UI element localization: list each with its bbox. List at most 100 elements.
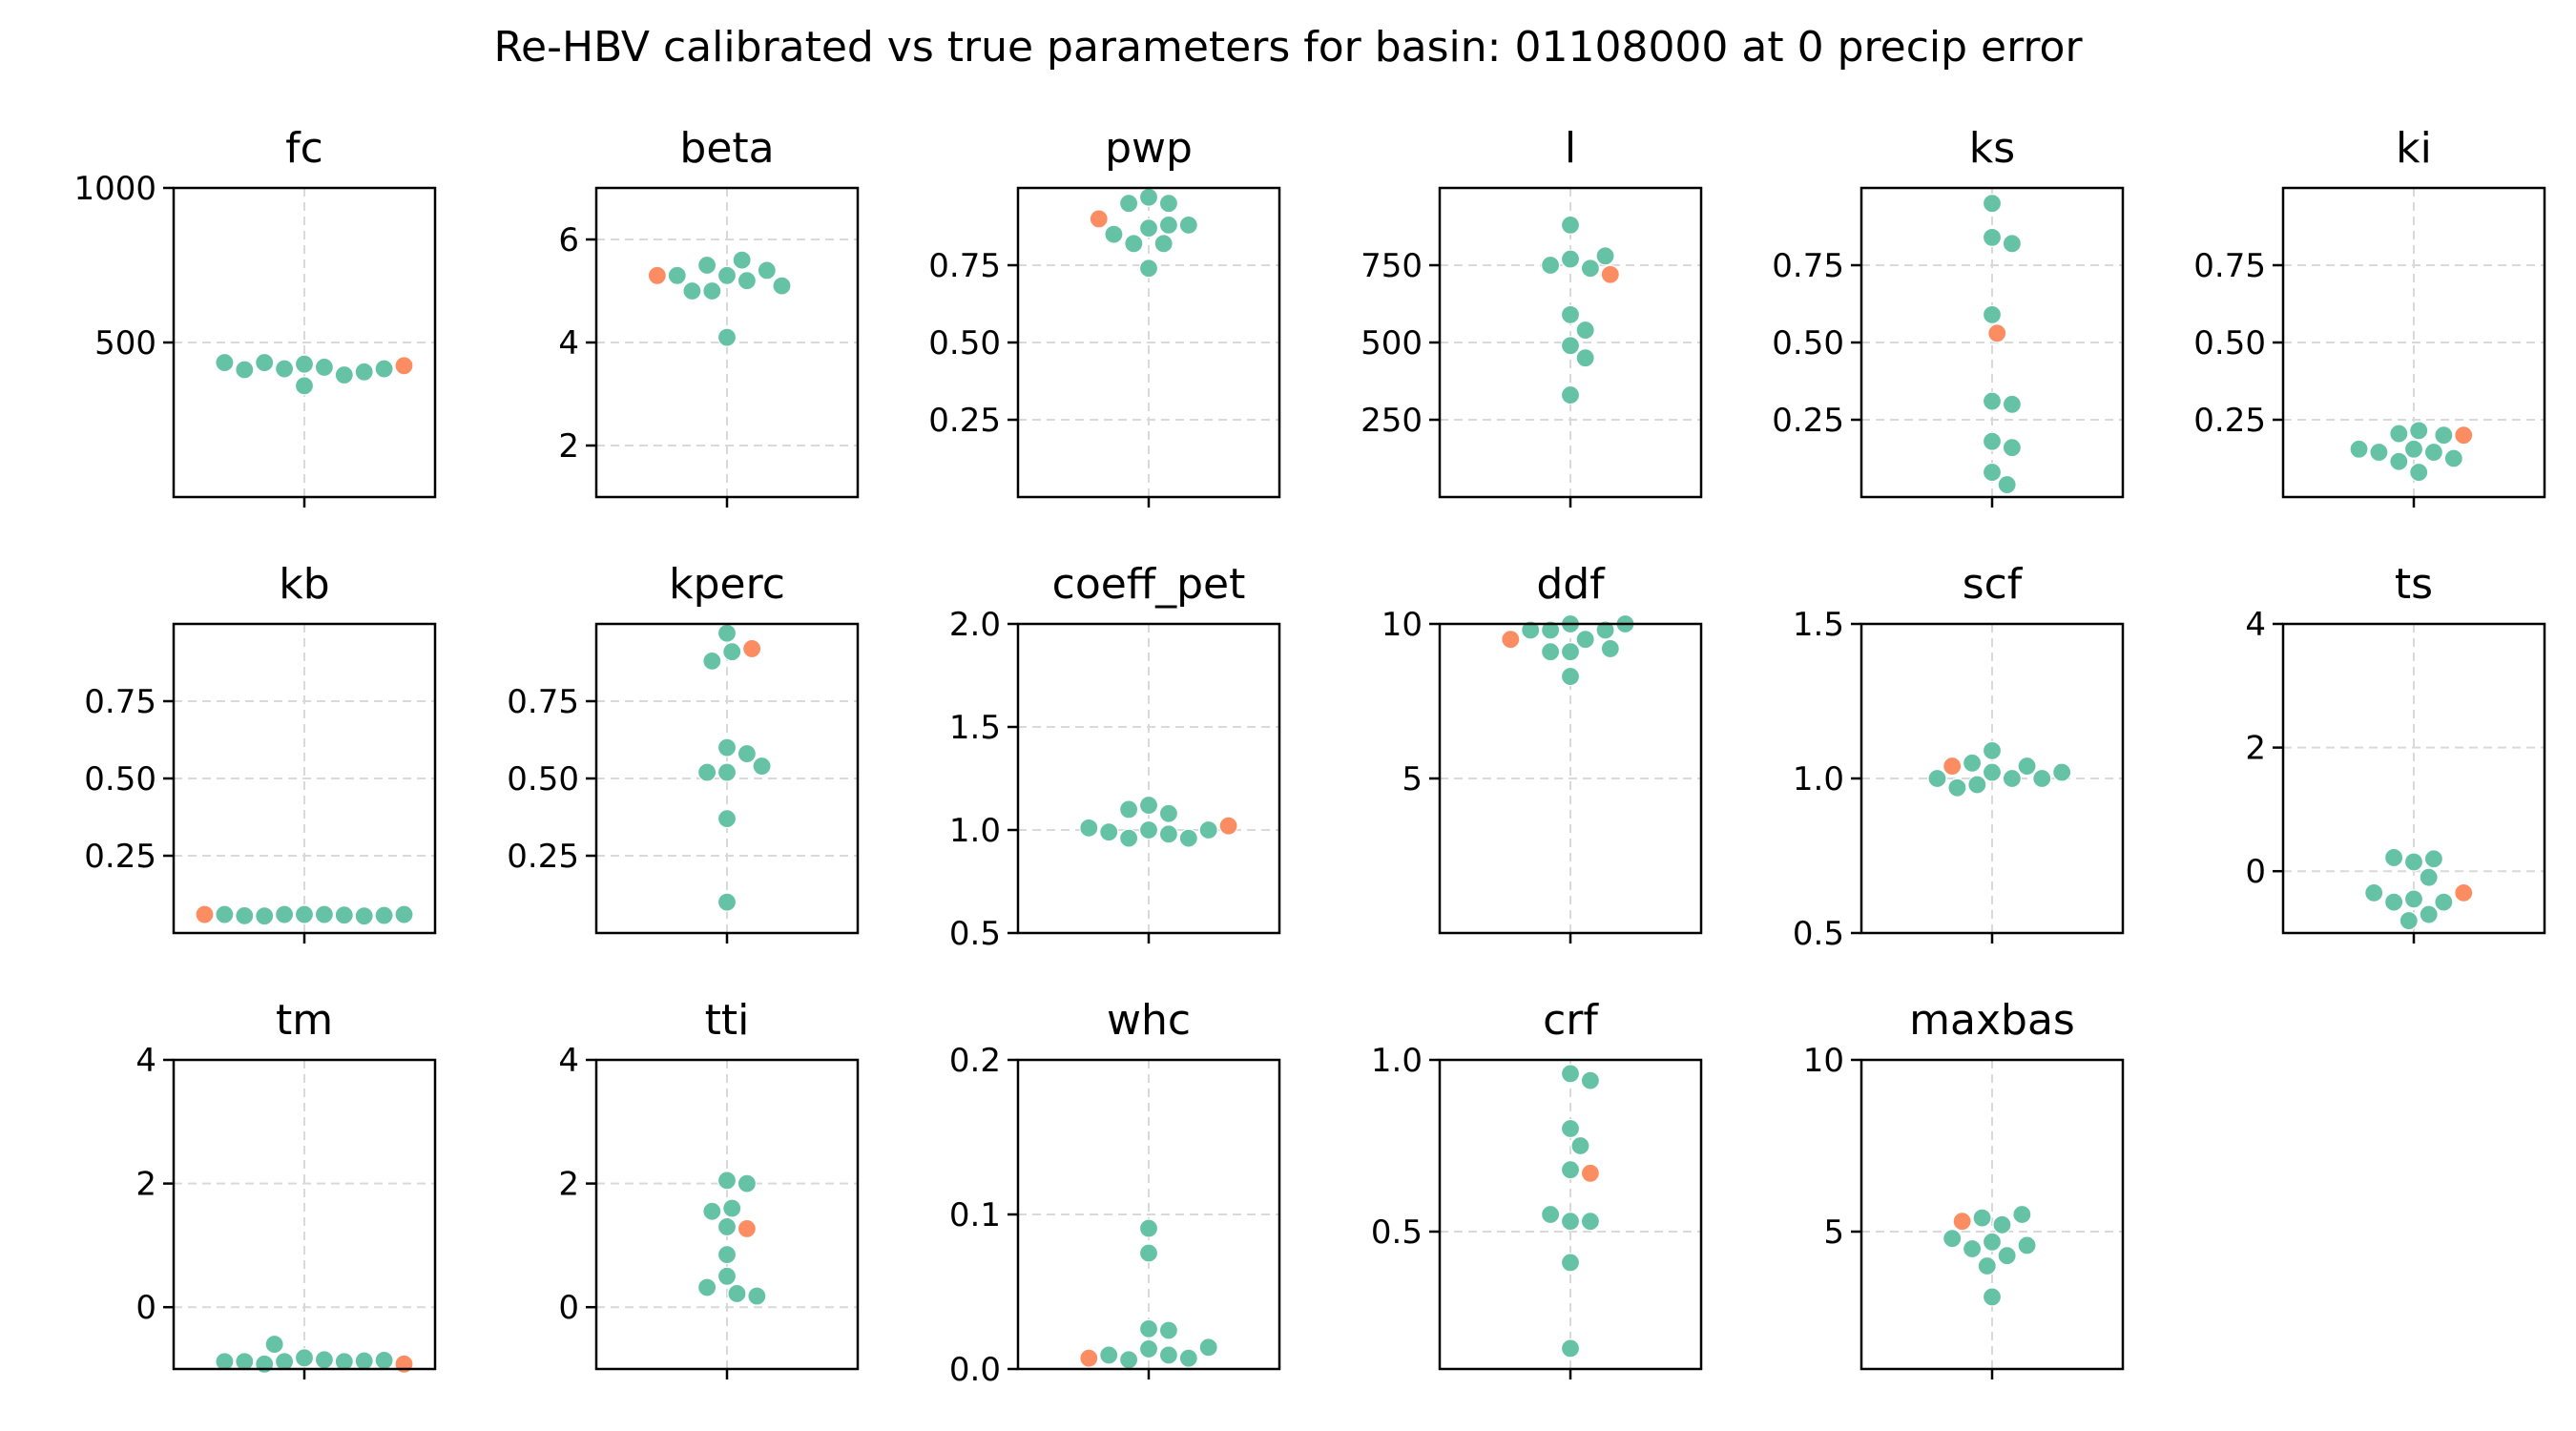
subplot-tti: tti 0 2 4: [558, 996, 860, 1379]
calibrated-parameter-point: [1158, 1320, 1179, 1340]
true-parameter-point: [1952, 1212, 1972, 1232]
calibrated-parameter-point: [2369, 442, 2389, 463]
calibrated-parameter-point: [1967, 775, 1987, 795]
calibrated-parameter-point: [1158, 803, 1179, 823]
calibrated-parameter-point: [2403, 439, 2424, 459]
y-tick-label: 0.75: [2193, 247, 2266, 285]
subplot-title: kb: [279, 560, 329, 609]
calibrated-parameter-point: [702, 1201, 722, 1221]
calibrated-parameter-point: [1560, 642, 1581, 662]
calibrated-parameter-point: [1942, 1229, 1963, 1249]
y-tick-label: 500: [1361, 324, 1423, 363]
calibrated-parameter-point: [1982, 740, 2003, 760]
y-tick-label: 2: [558, 427, 579, 466]
calibrated-parameter-point: [1540, 255, 1561, 276]
calibrated-parameter-point: [374, 359, 394, 379]
calibrated-parameter-point: [2403, 852, 2424, 872]
calibrated-parameter-point: [717, 1266, 737, 1286]
calibrated-parameter-point: [294, 904, 315, 924]
calibrated-parameter-point: [1118, 194, 1139, 214]
y-tick-label: 0: [558, 1289, 579, 1327]
calibrated-parameter-point: [1104, 224, 1124, 244]
true-parameter-point: [647, 265, 667, 285]
calibrated-parameter-point: [1138, 218, 1159, 238]
true-parameter-point: [1079, 1348, 1099, 1368]
subplot-title: fc: [285, 124, 323, 173]
calibrated-parameter-point: [334, 364, 354, 385]
calibrated-parameter-point: [1560, 1118, 1581, 1139]
calibrated-parameter-point: [235, 360, 255, 380]
subplot-ts: ts 0 2 4: [2245, 560, 2546, 944]
calibrated-parameter-point: [275, 1352, 295, 1372]
calibrated-parameter-point: [1560, 1338, 1581, 1358]
calibrated-parameter-point: [334, 905, 354, 925]
calibrated-parameter-point: [2384, 892, 2404, 912]
calibrated-parameter-point: [1560, 666, 1581, 687]
calibrated-parameter-point: [1982, 462, 2003, 483]
subplot-title: scf: [1963, 560, 2024, 609]
axes-frame: [594, 1058, 860, 1371]
true-parameter-point: [1600, 264, 1620, 284]
y-tick-label: 0.5: [949, 915, 1001, 953]
y-tick-label: 0.0: [949, 1351, 1001, 1389]
y-tick-label: 250: [1361, 402, 1423, 440]
calibrated-parameter-point: [1560, 384, 1581, 405]
calibrated-parameter-point: [1963, 753, 1983, 773]
y-tick-label: 0.75: [928, 247, 1001, 285]
y-tick-label: 2: [558, 1166, 579, 1204]
calibrated-parameter-point: [1118, 1350, 1139, 1370]
calibrated-parameter-point: [702, 280, 722, 301]
true-parameter-point: [2454, 425, 2474, 446]
calibrated-parameter-point: [1138, 795, 1159, 816]
calibrated-parameter-point: [717, 809, 737, 829]
calibrated-parameter-point: [727, 1283, 747, 1304]
calibrated-parameter-point: [2423, 849, 2443, 869]
calibrated-parameter-point: [717, 1171, 737, 1191]
subplot-title: l: [1565, 124, 1576, 173]
true-parameter-point: [737, 1218, 758, 1239]
calibrated-parameter-point: [1178, 1348, 1198, 1368]
calibrated-parameter-point: [737, 743, 758, 764]
calibrated-parameter-point: [255, 906, 275, 926]
calibrated-parameter-point: [215, 1352, 235, 1372]
calibrated-parameter-point: [667, 265, 687, 285]
calibrated-parameter-point: [1198, 1338, 1218, 1358]
calibrated-parameter-point: [2002, 394, 2022, 414]
calibrated-parameter-point: [1560, 304, 1581, 324]
subplot-title: tm: [276, 996, 333, 1045]
calibrated-parameter-point: [2017, 1235, 2037, 1255]
calibrated-parameter-point: [2423, 442, 2443, 463]
subplot-coeff_pet: coeff_pet 0.5 1.0 1.5 2.0: [949, 560, 1281, 953]
calibrated-parameter-point: [1198, 819, 1218, 840]
calibrated-parameter-point: [275, 904, 295, 924]
true-parameter-point: [1089, 209, 1109, 229]
y-tick-label: 10: [1803, 1042, 1844, 1080]
figure-title: Re-HBV calibrated vs true parameters for…: [493, 23, 2083, 72]
calibrated-parameter-point: [354, 362, 374, 382]
y-tick-label: 0: [2245, 853, 2266, 891]
axes-frame: [594, 186, 860, 499]
calibrated-parameter-point: [294, 354, 315, 374]
axes-frame: [172, 1058, 437, 1371]
calibrated-parameter-point: [255, 1354, 275, 1374]
true-parameter-point: [1501, 630, 1521, 650]
calibrated-parameter-point: [1977, 1255, 1997, 1276]
calibrated-parameter-point: [722, 642, 742, 662]
true-parameter-point: [394, 1354, 414, 1374]
axes-frame: [1859, 1058, 2125, 1371]
calibrated-parameter-point: [2002, 438, 2022, 458]
y-tick-label: 1.5: [949, 709, 1001, 747]
calibrated-parameter-point: [1560, 1212, 1581, 1232]
subplot-title: crf: [1543, 996, 1599, 1045]
subplot-title: beta: [679, 124, 774, 173]
calibrated-parameter-point: [1972, 1208, 1992, 1228]
calibrated-parameter-point: [264, 1334, 284, 1355]
y-tick-label: 750: [1361, 247, 1423, 285]
subplot-scf: scf 0.5 1.0 1.5: [1793, 560, 2125, 953]
y-tick-label: 1.0: [1371, 1042, 1423, 1080]
calibrated-parameter-point: [1138, 819, 1159, 840]
subplot-title: coeff_pet: [1052, 560, 1246, 609]
calibrated-parameter-point: [1138, 187, 1159, 207]
calibrated-parameter-point: [1982, 227, 2003, 247]
calibrated-parameter-point: [1521, 620, 1541, 640]
